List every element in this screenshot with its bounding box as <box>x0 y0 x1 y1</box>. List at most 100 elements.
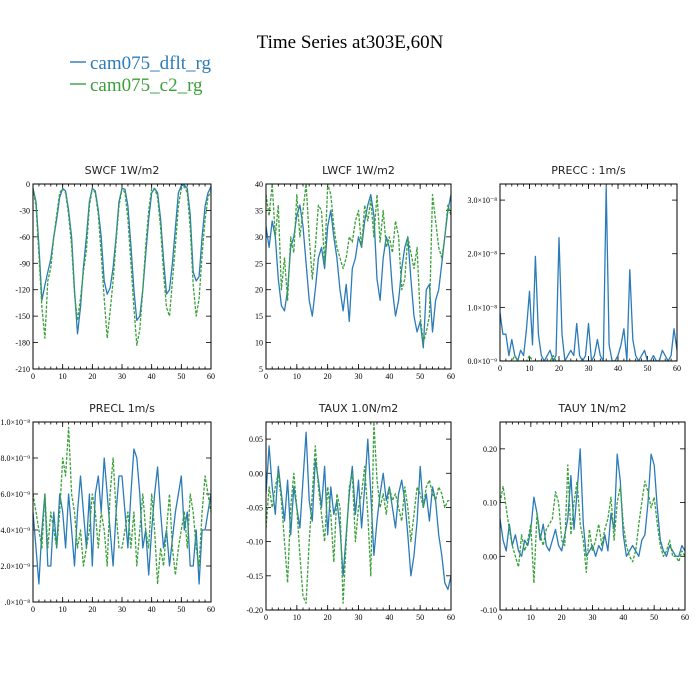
panels: SWCF 1W/m20 10 20 30 40 50 600-30-60-90-120-15… <box>0 164 689 622</box>
precl-title: PRECL 1m/s <box>89 402 155 415</box>
swcf-y-tick-label: -120 <box>15 286 30 295</box>
taux-x-tick-label: 50 <box>416 613 424 622</box>
taux-x-tick-label: 0 <box>264 613 268 622</box>
lwcf-title: LWCF 1W/m2 <box>322 164 395 177</box>
lwcf-y-tick-label: 25 <box>255 259 263 268</box>
swcf-y-tick-label: -30 <box>19 206 30 215</box>
swcf-series-c2 <box>33 185 211 346</box>
precl-series-dflt <box>33 448 211 585</box>
swcf-y-tick-label: -90 <box>19 259 30 268</box>
precl-x-tick-label: 60 <box>207 605 215 614</box>
tauy-y-tick-label: -0.10 <box>480 606 497 615</box>
precc-x-tick-label: 20 <box>555 364 563 373</box>
lwcf-y-tick-label: 10 <box>255 339 263 348</box>
precc-y-tick-label: 3.0×10⁻⁸ <box>467 196 497 205</box>
taux-frame <box>265 421 452 611</box>
precl-x-tick-label: 20 <box>88 605 96 614</box>
figure-title: Time Series at303E,60N <box>257 32 444 53</box>
lwcf-y-tick-label: 30 <box>255 233 263 242</box>
lwcf-frame <box>265 183 452 370</box>
swcf-x-tick-label: 40 <box>148 372 156 381</box>
lwcf-y-tick-label: 35 <box>255 206 263 215</box>
lwcf-y-tick-label: 5 <box>259 365 263 374</box>
precl-x-tick-label: 0 <box>31 605 35 614</box>
tauy-x-tick-label: 20 <box>558 613 566 622</box>
tauy-series-c2 <box>500 464 685 584</box>
panel-taux: TAUX 1.0N/m2 0 10 20 30 40 50 60 0.05 0.00 -0.05 -0… <box>246 402 455 622</box>
lwcf-x-tick-label: 20 <box>324 372 332 381</box>
precl-frame <box>32 421 212 603</box>
precl-y-tick-label: 1.0×10⁻⁸ <box>0 418 30 427</box>
precl-y-tick-label: 8.0×10⁻⁹ <box>0 454 30 463</box>
precc-y-tick-label: 0.0×10⁻⁹ <box>467 357 497 366</box>
taux-y-tick-label: 0.00 <box>249 469 263 478</box>
legend: cam075_dflt_rg cam075_c2_rg <box>70 53 212 96</box>
tauy-y-tick-label: 0.10 <box>483 499 497 508</box>
taux-y-tick-label: -0.10 <box>246 538 263 547</box>
taux-series-c2 <box>266 422 451 604</box>
lwcf-series-c2 <box>266 184 451 344</box>
tauy-title: TAUY 1N/m2 <box>557 402 626 415</box>
panel-tauy: TAUY 1N/m2 0 10 20 30 40 50 60 0.20 0.10 0.00 -0.10 <box>480 402 689 622</box>
precl-x-tick-label: 50 <box>177 605 185 614</box>
lwcf-x-tick-label: 40 <box>385 372 393 381</box>
lwcf-series-dflt <box>266 193 451 349</box>
swcf-series-dflt <box>33 184 211 335</box>
precl-series-c2 <box>33 426 211 585</box>
panel-lwcf: LWCF 1W/m2 0 10 20 30 40 50 60 5 10 15 20 25 30 35 40 <box>255 164 455 381</box>
lwcf-y-tick-label: 15 <box>255 312 263 321</box>
precc-x-tick-label: 50 <box>644 364 652 373</box>
legend-label-dflt: cam075_dflt_rg <box>90 53 212 74</box>
precc-x-tick-label: 40 <box>614 364 622 373</box>
lwcf-x-tick-label: 10 <box>293 372 301 381</box>
panel-precc: PRECC : 1m/s 0 10 20 30 40 50 60 0.0×10⁻⁹ 1.0×10⁻… <box>467 164 681 373</box>
taux-x-tick-label: 20 <box>324 613 332 622</box>
tauy-frame <box>499 421 686 611</box>
precc-x-tick-label: 30 <box>585 364 593 373</box>
taux-y-tick-label: -0.15 <box>246 572 263 581</box>
taux-title: TAUX 1.0N/m2 <box>318 402 399 415</box>
tauy-x-tick-label: 30 <box>589 613 597 622</box>
swcf-x-tick-label: 0 <box>31 372 35 381</box>
tauy-x-tick-label: 60 <box>681 613 689 622</box>
lwcf-x-tick-label: 30 <box>355 372 363 381</box>
panel-precl: PRECL 1m/s 0 10 20 30 40 50 60 .0×10⁻⁸ 2.0×10⁻⁹ 4.… <box>0 402 215 614</box>
precl-y-tick-label: 6.0×10⁻⁹ <box>0 490 30 499</box>
swcf-y-tick-label: -60 <box>19 233 30 242</box>
tauy-y-tick-label: 0.20 <box>483 445 497 454</box>
precc-frame <box>499 183 678 362</box>
tauy-x-tick-label: 40 <box>619 613 627 622</box>
taux-y-tick-label: -0.05 <box>246 503 263 512</box>
precc-x-tick-label: 60 <box>673 364 681 373</box>
swcf-x-tick-label: 60 <box>207 372 215 381</box>
lwcf-y-tick-label: 20 <box>255 286 263 295</box>
tauy-y-tick-label: 0.00 <box>483 552 497 561</box>
precl-x-tick-label: 40 <box>148 605 156 614</box>
precc-title: PRECC : 1m/s <box>551 164 626 177</box>
lwcf-y-tick-label: 40 <box>255 180 263 189</box>
lwcf-x-tick-label: 50 <box>416 372 424 381</box>
swcf-y-tick-label: 0 <box>26 180 30 189</box>
precc-series-dflt <box>500 186 677 361</box>
swcf-title: SWCF 1W/m2 <box>85 164 160 177</box>
precl-y-tick-label: 4.0×10⁻⁹ <box>0 526 30 535</box>
precc-y-tick-label: 2.0×10⁻⁸ <box>467 250 497 259</box>
taux-x-tick-label: 40 <box>385 613 393 622</box>
taux-y-tick-label: -0.20 <box>246 606 263 615</box>
precl-x-tick-label: 10 <box>59 605 67 614</box>
legend-label-c2: cam075_c2_rg <box>90 75 203 96</box>
panel-swcf: SWCF 1W/m2 0 10 20 30 40 50 60 0 -30 -60 -90 -120 -15… <box>15 164 215 381</box>
tauy-x-tick-label: 50 <box>650 613 658 622</box>
swcf-x-tick-label: 20 <box>88 372 96 381</box>
precl-y-tick-label: .0×10⁻⁸ <box>4 598 30 607</box>
swcf-y-tick-label: -210 <box>15 365 30 374</box>
taux-x-tick-label: 10 <box>293 613 301 622</box>
precl-x-tick-label: 30 <box>118 605 126 614</box>
lwcf-x-tick-label: 60 <box>447 372 455 381</box>
taux-y-tick-label: 0.05 <box>249 435 263 444</box>
swcf-y-tick-label: -150 <box>15 312 30 321</box>
precl-y-tick-label: 2.0×10⁻⁹ <box>0 562 30 571</box>
swcf-x-tick-label: 10 <box>59 372 67 381</box>
precc-x-tick-label: 0 <box>498 364 502 373</box>
